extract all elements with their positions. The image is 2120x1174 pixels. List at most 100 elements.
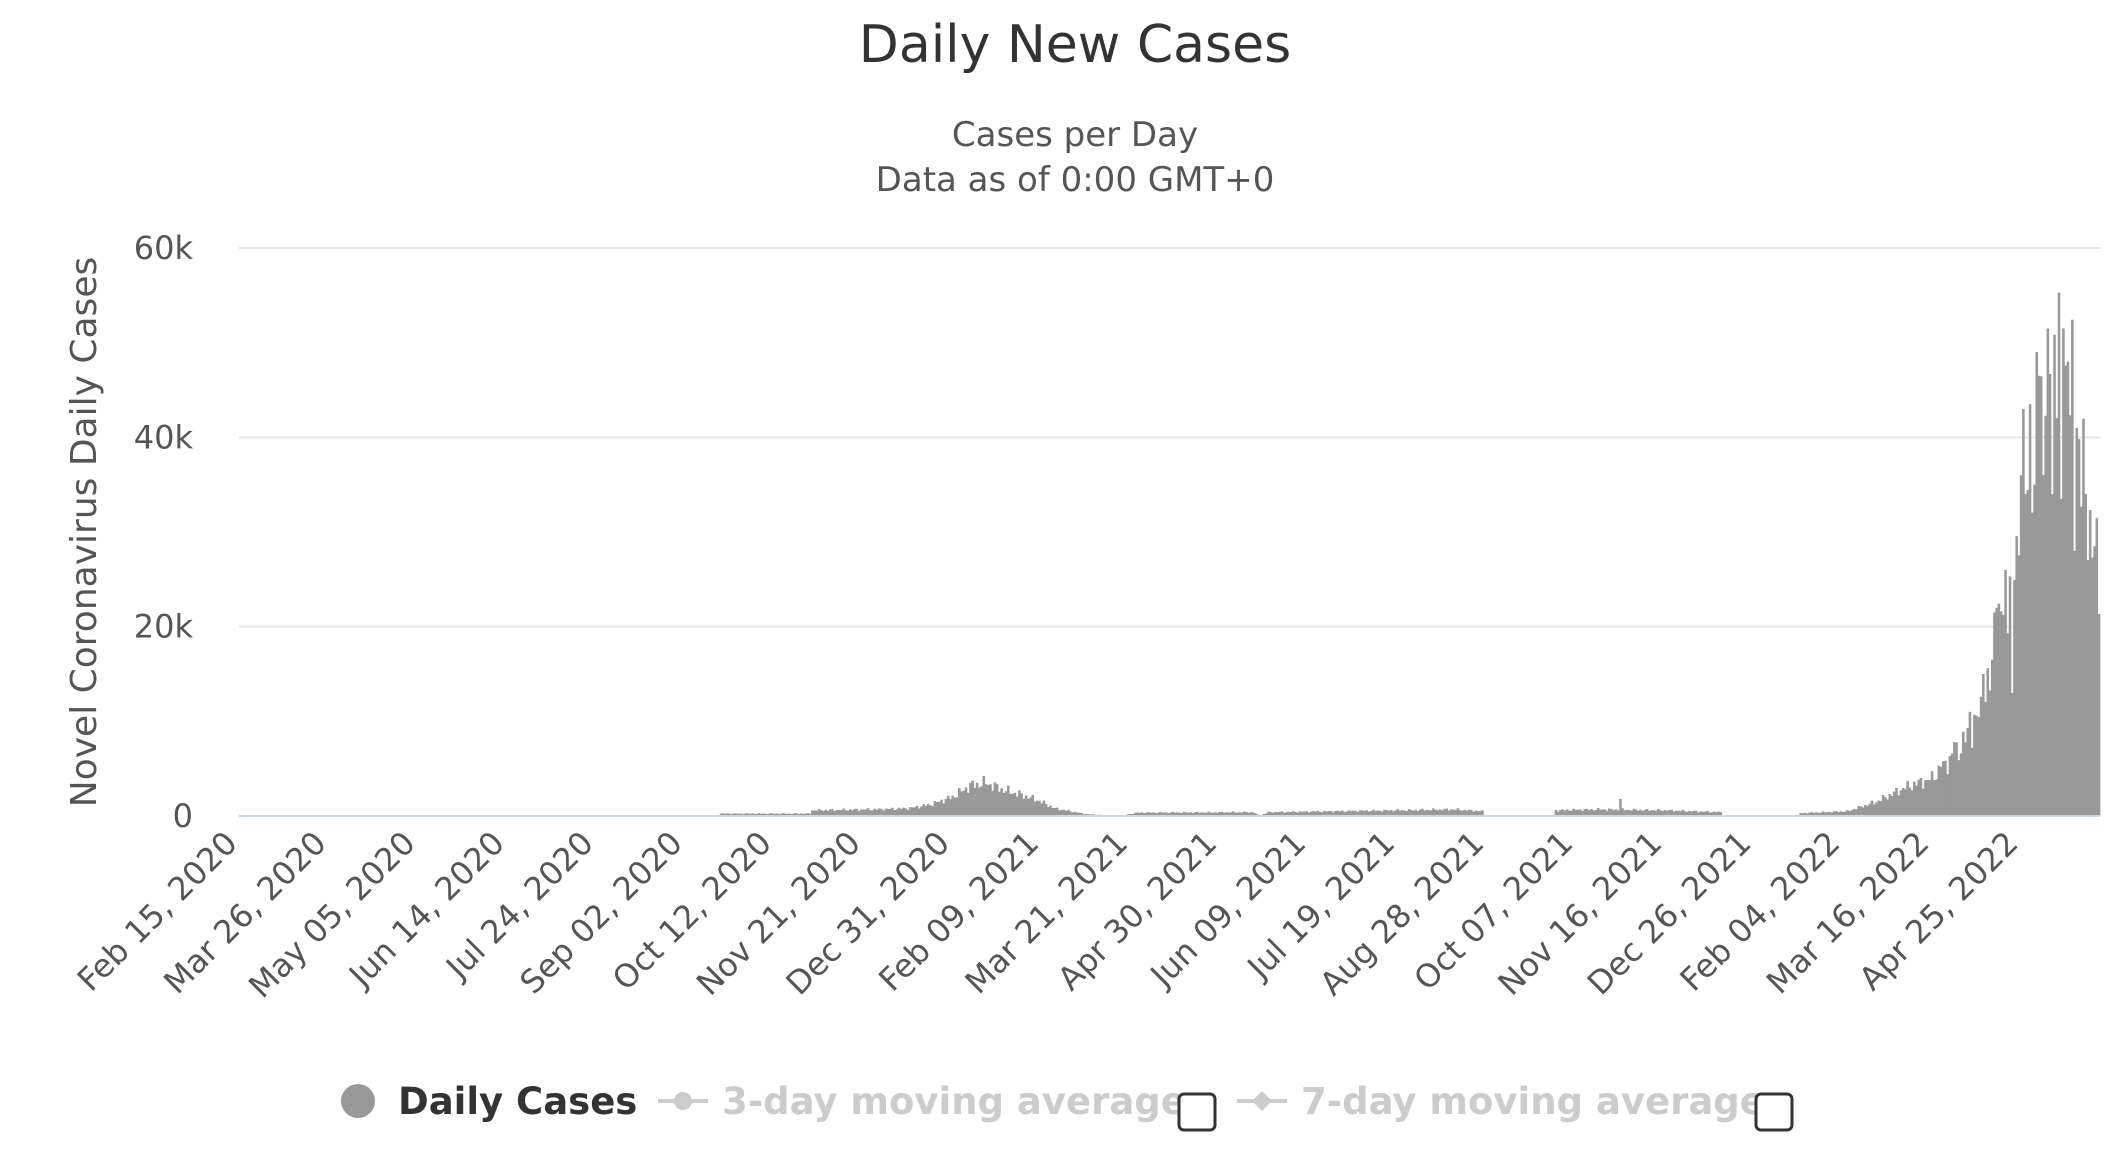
bar-day-231 [753, 813, 756, 816]
bar-day-517 [1389, 810, 1393, 816]
bar-day-438 [1214, 812, 1217, 816]
bar-day-341 [998, 792, 1001, 816]
bar-day-701 [1799, 813, 1803, 816]
bar-day-786 [1988, 690, 1992, 816]
bar-day-661 [1710, 812, 1714, 816]
bar-day-798 [2015, 536, 2018, 816]
bar-day-614 [1605, 810, 1609, 816]
bar-day-264 [826, 810, 830, 816]
bar-day-795 [2008, 576, 2012, 816]
bar-day-555 [1474, 810, 1478, 816]
bar-day-802 [2024, 494, 2027, 816]
bar-day-223 [735, 813, 738, 816]
bar-day-245 [784, 813, 787, 816]
bar-day-242 [777, 813, 781, 816]
bar-day-361 [1042, 800, 1046, 816]
bar-day-343 [1002, 792, 1006, 816]
bar-day-270 [840, 810, 843, 816]
bar-day-716 [1832, 811, 1836, 816]
bar-day-731 [1866, 805, 1869, 816]
bar-day-524 [1405, 811, 1409, 816]
legend-item-3-day-average[interactable]: 3-day moving average [658, 1080, 1186, 1123]
bar-day-417 [1167, 813, 1170, 816]
y-tick-label: 0 [173, 797, 193, 835]
bar-day-726 [1855, 809, 1858, 816]
bar-day-253 [802, 813, 805, 816]
legend-item-daily-cases[interactable]: Daily Cases [341, 1080, 637, 1123]
bar-day-599 [1572, 808, 1575, 816]
checkbox-3-day-average[interactable] [1177, 1092, 1217, 1132]
bar-day-485 [1318, 811, 1322, 816]
bar-day-788 [1993, 612, 1996, 816]
bar-day-266 [831, 809, 834, 816]
bar-day-598 [1570, 810, 1573, 816]
bar-day-232 [755, 813, 759, 816]
bar-day-714 [1828, 811, 1831, 816]
bar-day-483 [1314, 811, 1317, 816]
bar-day-553 [1470, 810, 1473, 816]
bar-day-548 [1458, 810, 1462, 816]
bar-day-634 [1650, 810, 1653, 816]
bar-day-759 [1928, 780, 1932, 816]
bar-day-285 [873, 808, 877, 816]
x-tick-label: Jun 09, 2021 [1142, 824, 1314, 996]
bar-day-781 [1977, 717, 1981, 816]
bar-day-612 [1601, 809, 1604, 816]
bar-day-448 [1236, 812, 1239, 816]
bar-day-766 [1944, 760, 1947, 816]
bar-day-816 [2055, 418, 2059, 816]
bar-day-542 [1445, 808, 1449, 816]
bar-day-220 [728, 813, 732, 816]
bar-day-473 [1291, 811, 1295, 816]
bar-day-629 [1639, 809, 1642, 816]
bar-day-235 [762, 813, 765, 816]
bar-day-822 [2068, 415, 2072, 816]
bar-day-554 [1472, 811, 1475, 816]
bar-day-425 [1185, 812, 1188, 816]
bar-day-707 [1812, 812, 1816, 816]
bar-day-415 [1162, 812, 1166, 816]
bar-day-433 [1202, 812, 1206, 816]
bar-day-541 [1443, 808, 1446, 816]
bar-day-761 [1933, 780, 1936, 816]
bar-day-494 [1338, 811, 1342, 816]
bar-day-369 [1060, 809, 1063, 816]
bar-day-306 [920, 806, 923, 816]
bar-day-769 [1950, 753, 1954, 816]
bar-day-776 [1966, 727, 1970, 816]
bar-day-763 [1937, 765, 1941, 816]
bar-day-240 [773, 813, 776, 816]
bar-day-724 [1850, 810, 1854, 816]
bar-day-732 [1868, 803, 1872, 816]
bar-day-316 [942, 803, 946, 816]
bar-day-773 [1959, 753, 1963, 816]
bar-day-328 [969, 783, 972, 816]
bar-day-347 [1011, 793, 1015, 816]
bar-day-613 [1603, 809, 1607, 816]
bar-day-752 [1913, 781, 1916, 816]
bar-day-746 [1899, 790, 1903, 816]
bar-day-477 [1300, 811, 1304, 816]
bar-day-254 [804, 813, 807, 816]
bar-day-704 [1806, 813, 1809, 816]
bar-day-723 [1848, 811, 1852, 816]
bar-day-514 [1383, 809, 1386, 816]
bar-day-610 [1596, 807, 1600, 816]
bar-day-652 [1690, 811, 1693, 816]
bar-day-336 [986, 785, 990, 816]
bar-day-756 [1921, 788, 1925, 816]
bar-day-354 [1027, 798, 1030, 816]
legend-item-7-day-average[interactable]: 7-day moving average [1237, 1080, 1765, 1123]
bar-day-295 [895, 809, 899, 816]
bar-day-351 [1020, 793, 1023, 816]
bar-day-771 [1955, 742, 1958, 816]
bar-day-749 [1906, 780, 1909, 816]
bar-day-824 [2073, 550, 2076, 816]
bar-day-828 [2082, 418, 2085, 816]
bar-day-521 [1398, 810, 1402, 816]
checkbox-7-day-average[interactable] [1754, 1092, 1794, 1132]
bar-day-305 [917, 808, 921, 816]
bar-day-512 [1378, 810, 1382, 816]
bar-day-289 [882, 810, 885, 816]
